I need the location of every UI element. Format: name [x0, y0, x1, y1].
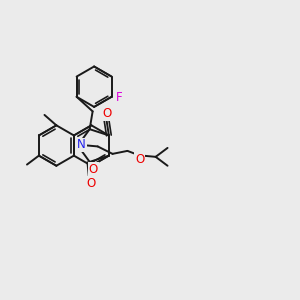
Text: N: N — [77, 138, 86, 152]
Text: O: O — [102, 107, 111, 120]
Text: O: O — [88, 163, 98, 176]
Text: F: F — [116, 91, 123, 104]
Text: O: O — [86, 177, 96, 190]
Text: O: O — [135, 153, 145, 166]
